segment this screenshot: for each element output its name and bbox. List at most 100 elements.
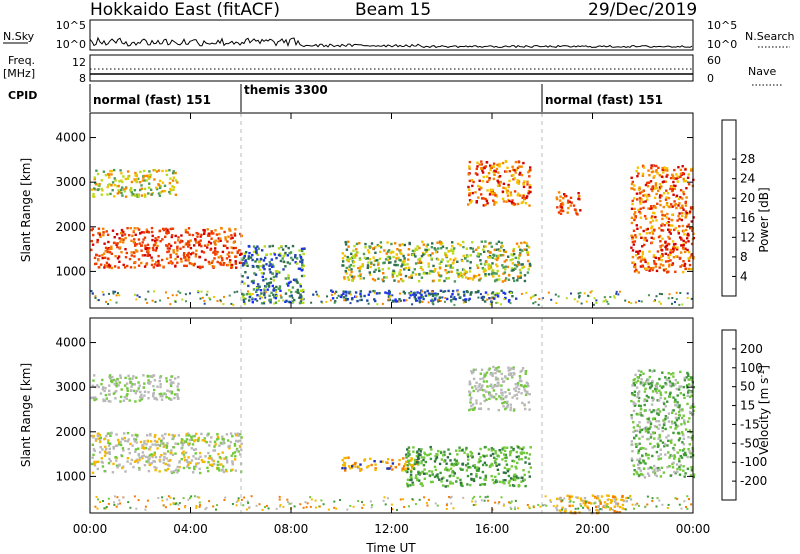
range-gate-cell <box>668 465 671 468</box>
range-gate-cell <box>511 165 514 168</box>
range-gate-cell <box>448 496 451 498</box>
range-gate-cell <box>683 396 686 399</box>
range-gate-cell <box>102 231 105 234</box>
range-gate-cell <box>94 505 97 508</box>
range-gate-cell <box>672 409 675 412</box>
range-gate-cell <box>655 186 658 190</box>
range-gate-cell <box>639 202 642 205</box>
range-gate-cell <box>233 234 237 237</box>
range-gate-cell <box>524 461 527 464</box>
range-gate-cell <box>97 385 100 389</box>
range-gate-cell <box>687 374 690 378</box>
range-gate-cell <box>207 451 210 455</box>
range-gate-cell <box>228 255 231 258</box>
range-gate-cell <box>595 508 598 512</box>
range-gate-cell <box>434 455 437 458</box>
range-gate-cell <box>146 456 150 459</box>
range-gate-cell <box>156 385 159 388</box>
range-gate-cell <box>406 448 409 451</box>
range-gate-cell <box>490 474 493 478</box>
range-gate-cell <box>487 265 490 268</box>
range-gate-cell <box>427 262 430 265</box>
range-gate-cell <box>565 297 568 300</box>
range-gate-cell <box>140 249 143 252</box>
range-gate-cell <box>105 434 108 438</box>
range-gate-cell <box>172 446 176 449</box>
range-gate-cell <box>322 503 325 506</box>
range-gate-cell <box>491 300 494 303</box>
range-gate-cell <box>449 482 452 485</box>
range-gate-cell <box>502 503 505 506</box>
range-gate-cell <box>387 249 391 252</box>
cpid-segment-3: normal (fast) 151 <box>545 93 663 107</box>
range-gate-cell <box>102 227 105 230</box>
range-gate-cell <box>682 393 685 396</box>
range-gate-cell <box>359 469 362 472</box>
range-gate-cell <box>486 298 489 301</box>
range-gate-cell <box>250 495 253 498</box>
range-gate-cell <box>91 227 94 230</box>
range-gate-cell <box>506 470 510 473</box>
range-gate-cell <box>178 460 181 463</box>
range-gate-cell <box>521 448 524 451</box>
range-gate-cell <box>446 502 448 505</box>
range-gate-cell <box>102 386 105 389</box>
range-gate-cell <box>602 300 605 303</box>
range-gate-cell <box>192 448 196 451</box>
range-gate-cell <box>403 243 406 247</box>
range-gate-cell <box>368 245 371 248</box>
range-gate-cell <box>676 175 679 178</box>
range-gate-cell <box>200 458 204 462</box>
range-gate-cell <box>641 190 644 193</box>
range-gate-cell <box>492 253 495 256</box>
range-gate-cell <box>479 253 482 256</box>
range-gate-cell <box>169 496 172 499</box>
range-gate-cell <box>651 446 654 449</box>
scatter-region <box>467 159 532 207</box>
range-gate-cell <box>630 440 634 443</box>
range-gate-cell <box>198 243 201 247</box>
range-gate-cell <box>157 254 160 258</box>
range-gate-cell <box>96 238 99 242</box>
range-gate-cell <box>514 465 517 468</box>
range-gate-cell <box>491 192 494 195</box>
range-gate-cell <box>501 197 505 200</box>
range-gate-cell <box>146 434 149 437</box>
range-gate-cell <box>200 250 204 253</box>
range-gate-cell <box>92 453 95 457</box>
range-gate-cell <box>523 180 526 183</box>
range-gate-cell <box>252 281 255 285</box>
range-gate-cell <box>135 441 138 444</box>
range-gate-cell <box>407 467 410 471</box>
range-gate-cell <box>484 203 487 207</box>
range-gate-cell <box>659 254 663 258</box>
range-gate-cell <box>593 297 596 300</box>
range-gate-cell <box>401 243 404 246</box>
range-gate-cell <box>404 469 407 473</box>
range-gate-cell <box>683 475 686 478</box>
range-gate-cell <box>239 433 242 436</box>
range-gate-cell <box>684 247 687 250</box>
range-gate-cell <box>630 182 634 186</box>
range-gate-cell <box>472 377 476 381</box>
range-gate-cell <box>484 374 487 377</box>
range-gate-cell <box>274 270 278 273</box>
range-gate-cell <box>229 237 233 240</box>
range-gate-cell <box>160 454 163 457</box>
range-gate-cell <box>400 265 403 268</box>
range-gate-cell <box>658 423 661 427</box>
range-gate-cell <box>198 505 201 508</box>
range-gate-cell <box>417 280 421 283</box>
range-gate-cell <box>494 479 498 482</box>
range-gate-cell <box>675 298 678 301</box>
range-gate-cell <box>451 293 454 296</box>
range-gate-cell <box>374 468 377 472</box>
range-gate-cell <box>141 456 144 460</box>
range-gate-cell <box>286 277 289 280</box>
range-gate-cell <box>133 255 136 258</box>
range-gate-cell <box>631 199 634 203</box>
range-gate-cell <box>632 229 636 232</box>
range-gate-cell <box>366 257 369 260</box>
range-gate-cell <box>502 504 505 507</box>
y-tick-label: 3000 <box>55 380 86 394</box>
